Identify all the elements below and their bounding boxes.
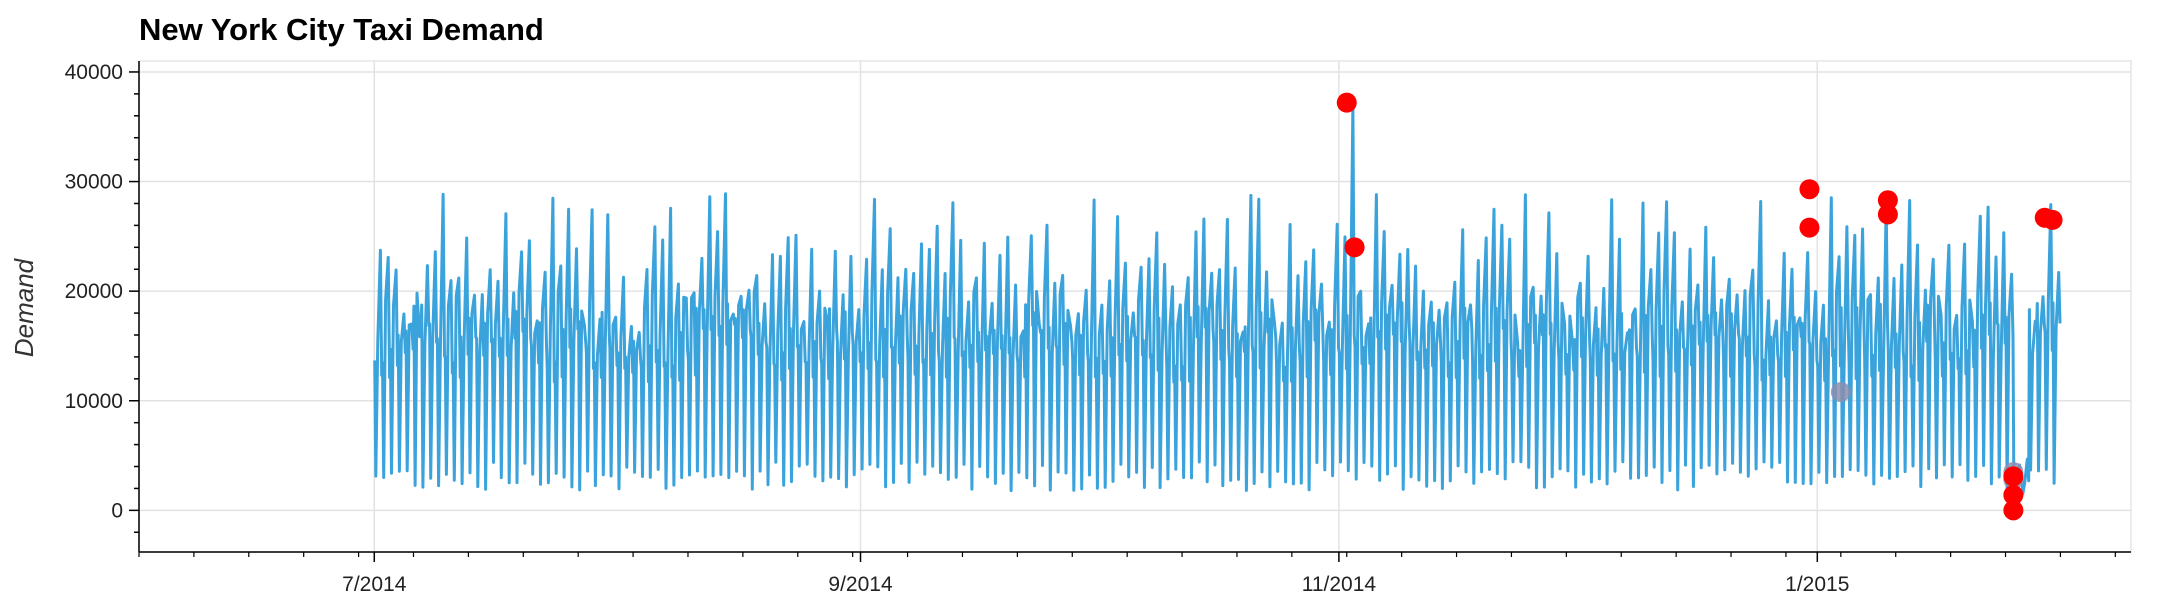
y-tick-label: 40000 — [65, 61, 123, 84]
y-tick-label: 20000 — [65, 280, 123, 303]
highlight-point — [1830, 381, 1851, 402]
x-tick-label: 7/2014 — [342, 573, 407, 596]
axes: 0 10000 20000 30000 40000 7/2014 9/2014 11/2014… — [65, 61, 2131, 596]
y-tick-label: 0 — [111, 499, 123, 522]
anomaly-point — [2003, 485, 2024, 506]
anomaly-point — [2003, 466, 2024, 487]
anomaly-point — [2003, 500, 2024, 521]
anomaly-point — [1336, 92, 1357, 113]
anomaly-point — [1799, 179, 1820, 200]
x-tick-label: 9/2014 — [828, 573, 893, 596]
chart-title: New York City Taxi Demand — [139, 12, 544, 47]
anomaly-points — [1336, 92, 2063, 521]
y-tick-label: 10000 — [65, 390, 123, 413]
y-axis-label: Demand — [9, 257, 39, 357]
x-tick-label: 11/2014 — [1302, 573, 1377, 596]
anomaly-point — [1344, 237, 1365, 258]
demand-series — [373, 103, 2062, 512]
anomaly-point — [2042, 209, 2063, 230]
y-tick-label: 30000 — [65, 171, 123, 194]
anomaly-point — [1877, 204, 1898, 225]
x-tick-label: 1/2015 — [1785, 573, 1849, 596]
demand-line — [373, 103, 2062, 512]
anomaly-point — [1799, 217, 1820, 238]
anomaly-point — [1877, 190, 1898, 211]
